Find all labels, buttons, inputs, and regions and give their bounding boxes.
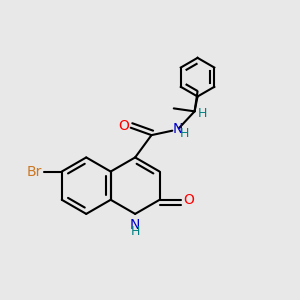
Text: H: H xyxy=(130,225,140,238)
Text: H: H xyxy=(197,107,207,120)
Text: O: O xyxy=(119,119,130,133)
Text: N: N xyxy=(172,122,182,136)
Text: N: N xyxy=(130,218,140,232)
Text: O: O xyxy=(184,193,194,207)
Text: Br: Br xyxy=(27,164,43,178)
Text: H: H xyxy=(180,127,190,140)
